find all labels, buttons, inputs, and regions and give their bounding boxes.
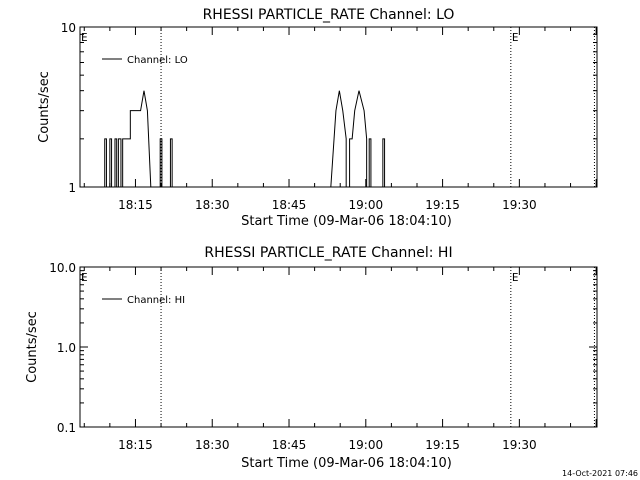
y-tick-label: 1.0 bbox=[57, 341, 76, 355]
chart-panel-1: RHESSI PARTICLE_RATE Channel: LO 18:15 18:… bbox=[37, 7, 598, 229]
vertical-marker-label: E bbox=[512, 31, 519, 44]
x-axis-label: Start Time (09-Mar-06 18:04:10) bbox=[241, 456, 452, 471]
start-marker-label: E bbox=[81, 271, 88, 284]
legend-entry: Channel: HI bbox=[127, 295, 185, 306]
series-line-1 bbox=[104, 90, 386, 188]
y-tick-label: 1 bbox=[68, 181, 76, 195]
vertical-marker-label: E bbox=[512, 271, 519, 284]
legend-entry: Channel: LO bbox=[127, 55, 188, 66]
chart-panel-2: RHESSI PARTICLE_RATE Channel: HI 18:15 18:… bbox=[25, 245, 598, 471]
x-tick-label: 18:45 bbox=[272, 438, 307, 452]
x-tick-label: 18:30 bbox=[195, 198, 230, 212]
start-marker-label: E bbox=[81, 31, 88, 44]
x-tick-label: 19:00 bbox=[349, 438, 384, 452]
x-tick-label: 18:15 bbox=[118, 438, 153, 452]
y-tick-label: 10 bbox=[61, 21, 76, 35]
y-tick-label: 10.0 bbox=[49, 261, 76, 275]
chart-title: RHESSI PARTICLE_RATE Channel: HI bbox=[204, 245, 452, 261]
x-tick-label: 19:15 bbox=[425, 438, 460, 452]
x-tick-label: 19:30 bbox=[502, 198, 537, 212]
plot-frame bbox=[79, 266, 598, 428]
x-tick-label: 19:30 bbox=[502, 438, 537, 452]
x-tick-label: 18:45 bbox=[272, 198, 307, 212]
x-tick-label: 18:30 bbox=[195, 438, 230, 452]
x-axis-label: Start Time (09-Mar-06 18:04:10) bbox=[241, 214, 452, 229]
x-tick-label: 18:15 bbox=[118, 198, 153, 212]
x-tick-label: 19:15 bbox=[425, 198, 460, 212]
x-tick-label: 19:00 bbox=[349, 198, 384, 212]
chart-title: RHESSI PARTICLE_RATE Channel: LO bbox=[203, 7, 455, 23]
y-axis-label: Counts/sec bbox=[37, 71, 52, 143]
y-tick-label: 0.1 bbox=[57, 421, 76, 435]
footer-timestamp: 14-Oct-2021 07:46 bbox=[562, 469, 638, 478]
y-axis-label: Counts/sec bbox=[25, 311, 40, 383]
plot-frame bbox=[79, 26, 598, 188]
